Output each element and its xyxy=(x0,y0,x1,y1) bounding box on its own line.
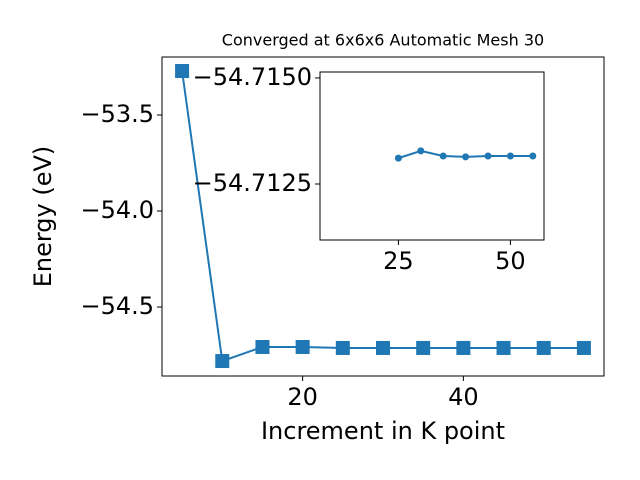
axes-frame xyxy=(161,56,605,377)
plot-content xyxy=(175,64,591,369)
data-point xyxy=(496,340,511,355)
chart-title: Converged at 6x6x6 Automatic Mesh 30 xyxy=(222,31,544,50)
data-point xyxy=(439,152,447,160)
data-point xyxy=(576,340,591,355)
data-point xyxy=(462,153,470,161)
x-axis-label: Increment in K point xyxy=(261,417,505,445)
x-tick-label: 25 xyxy=(383,247,414,275)
y-tick-label: −54.7150 xyxy=(193,63,312,91)
data-point xyxy=(536,340,551,355)
data-point xyxy=(295,340,310,354)
data-point xyxy=(529,152,537,160)
data-point xyxy=(394,154,402,162)
data-point xyxy=(506,152,514,160)
y-tick-label: −53.5 xyxy=(80,100,154,128)
data-point xyxy=(335,340,350,355)
data-point xyxy=(255,340,270,354)
y-tick-label: −54.7125 xyxy=(193,169,312,197)
data-point xyxy=(417,147,425,155)
x-tick-label: 40 xyxy=(448,383,479,411)
data-point xyxy=(175,64,190,79)
data-point xyxy=(215,354,230,369)
axes-frame xyxy=(319,71,545,241)
y-tick-label: −54.0 xyxy=(80,196,154,224)
x-tick-label: 20 xyxy=(287,383,318,411)
y-tick-label: −54.5 xyxy=(80,292,154,320)
x-tick-label: 50 xyxy=(495,247,526,275)
data-point xyxy=(484,152,492,160)
plot-content xyxy=(394,147,537,162)
data-point xyxy=(416,340,431,355)
data-point xyxy=(376,340,390,355)
y-axis-label: Energy (eV) xyxy=(29,146,57,288)
data-point xyxy=(456,340,471,355)
